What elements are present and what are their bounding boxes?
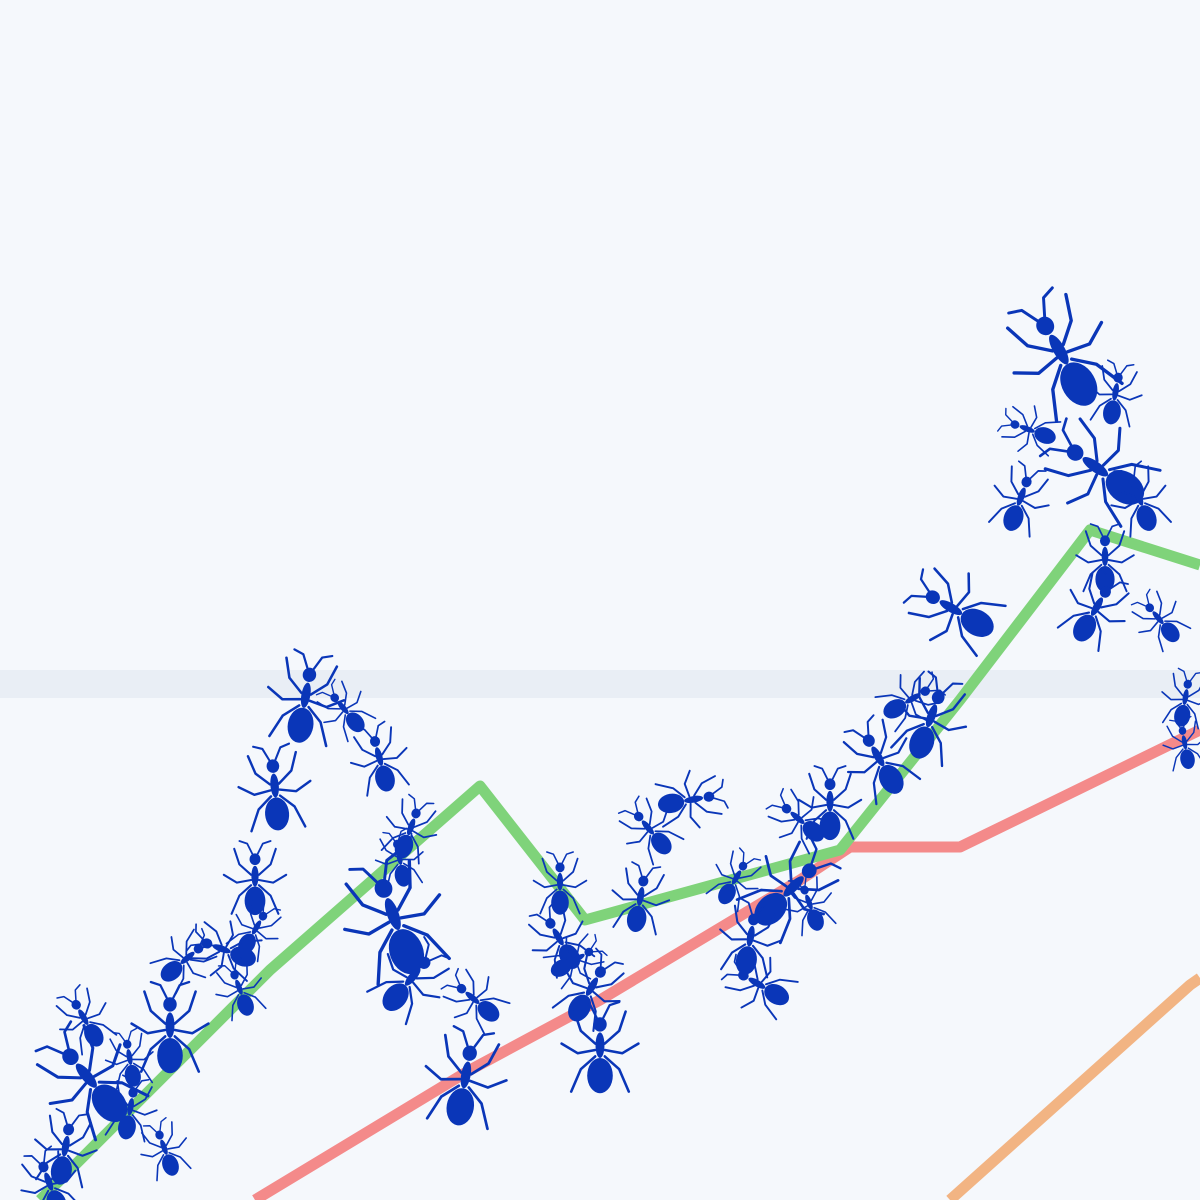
ant [532,851,588,915]
ant [225,897,282,963]
ant [349,720,410,797]
ant [997,405,1062,457]
green-trend-line [36,524,1200,1200]
ant [20,1145,82,1200]
ant [222,840,288,916]
ant [720,953,799,1021]
ant [366,936,451,1026]
ant [842,714,922,806]
ant [765,787,836,855]
ant [440,967,511,1035]
ant [988,460,1050,538]
orange-trend-line [946,973,1200,1200]
ant [1110,460,1172,538]
ant [1162,715,1200,772]
ant [215,957,267,1022]
ant [1056,567,1130,653]
ant [237,742,312,833]
ant [315,678,377,743]
horizontal-band [0,670,1200,698]
ant [902,567,1007,658]
ant-swarm [20,286,1200,1200]
ant [130,980,210,1074]
ant [34,1020,150,1142]
ant [611,861,671,936]
ant [1130,588,1192,653]
ant [735,838,842,945]
ant [380,793,438,865]
ant [424,1025,508,1131]
ant [1006,286,1124,423]
ant [705,847,762,913]
ant [267,648,346,748]
ant [785,872,837,937]
ant [1088,359,1143,428]
ant [719,897,783,979]
ant [542,933,608,990]
ant [654,769,729,829]
ant [617,795,685,866]
ant [55,984,118,1056]
ant [797,765,863,841]
ant [874,670,946,733]
ant [560,1000,640,1094]
ant [1161,667,1200,730]
ant [1075,523,1135,593]
ant [890,670,968,768]
ant [140,1117,192,1182]
ant [1038,417,1162,528]
